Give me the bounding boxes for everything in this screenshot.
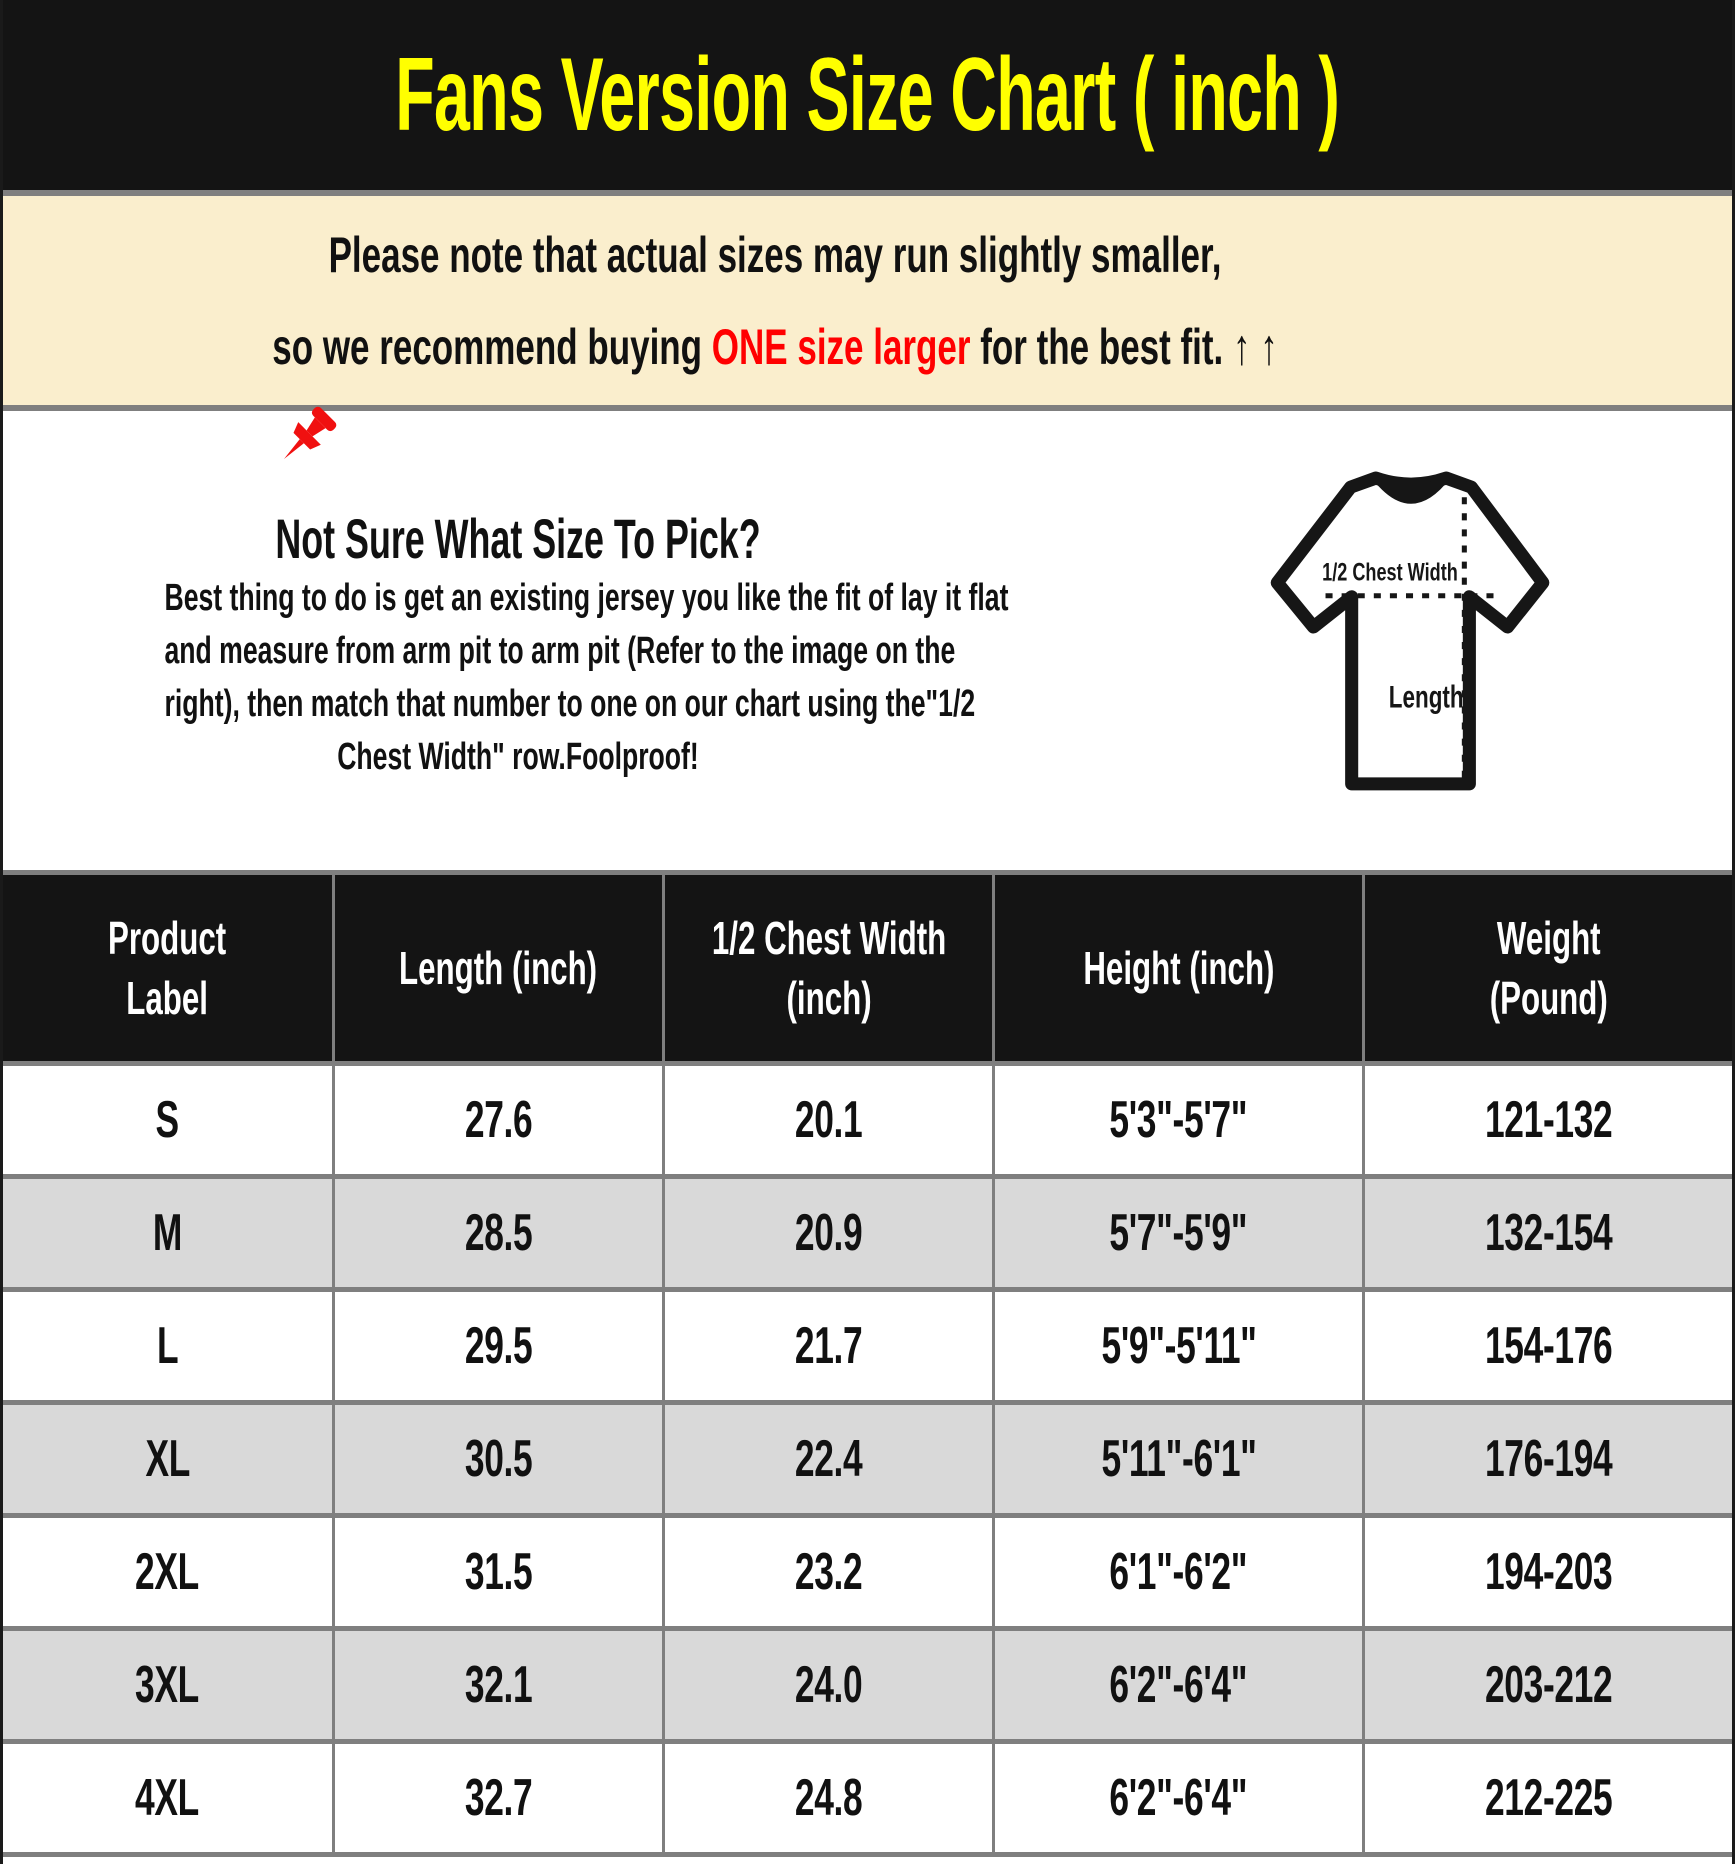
table-row: 2XL 31.5 23.2 6'1"-6'2" 194-203 — [3, 1515, 1732, 1629]
col-header-product-label: Product Label — [3, 872, 334, 1064]
table-cell: 30.5 — [331, 1402, 664, 1516]
table-cell: 2XL — [3, 1515, 334, 1629]
table-cell: 23.2 — [661, 1515, 994, 1629]
table-cell: 22.4 — [661, 1402, 994, 1516]
table-cell: 212-225 — [1362, 1741, 1732, 1855]
size-table-body: S 27.6 20.1 5'3"-5'7" 121-132 M 28.5 20.9 5'7"-5… — [3, 1063, 1732, 1855]
col-header-length: Length (inch) — [331, 872, 664, 1064]
title-bar: Fans Version Size Chart ( inch ) — [3, 0, 1732, 190]
up-arrows-icon: ↑ ↑ — [1233, 318, 1278, 375]
table-cell: S — [3, 1063, 334, 1177]
table-cell: 6'2"-6'4" — [992, 1741, 1364, 1855]
divider — [3, 405, 1732, 411]
table-row: S 27.6 20.1 5'3"-5'7" 121-132 — [3, 1063, 1732, 1177]
length-label: Length — [1389, 679, 1464, 715]
col-header-chest-width: 1/2 Chest Width (inch) — [661, 872, 994, 1064]
sizing-guide-heading: Not Sure What Size To Pick? — [275, 507, 761, 570]
page-title: Fans Version Size Chart ( inch ) — [395, 36, 1340, 153]
table-cell: 203-212 — [1362, 1628, 1732, 1742]
table-cell: 194-203 — [1362, 1515, 1732, 1629]
pushpin-icon — [283, 406, 337, 460]
table-cell: 132-154 — [1362, 1176, 1732, 1290]
table-cell: 6'1"-6'2" — [992, 1515, 1364, 1629]
table-cell: 31.5 — [331, 1515, 664, 1629]
table-cell: 3XL — [3, 1628, 334, 1742]
divider — [3, 190, 1732, 196]
table-cell: 28.5 — [331, 1176, 664, 1290]
table-cell: 5'3"-5'7" — [992, 1063, 1364, 1177]
note-highlight: ONE size larger — [711, 318, 971, 375]
tshirt-diagram-icon: 1/2 Chest Width Length — [1270, 471, 1550, 791]
table-cell: 27.6 — [331, 1063, 664, 1177]
sizing-guide-body: Best thing to do is get an existing jers… — [164, 577, 1009, 778]
table-row: XL 30.5 22.4 5'11"-6'1" 176-194 — [3, 1402, 1732, 1516]
note-text-1: Please note that actual sizes may run sl… — [328, 226, 1222, 283]
table-cell: 32.1 — [331, 1628, 664, 1742]
table-cell: 121-132 — [1362, 1063, 1732, 1177]
sizing-guide-section: Not Sure What Size To Pick? Best thing t… — [3, 411, 1732, 870]
table-cell: 5'11"-6'1" — [992, 1402, 1364, 1516]
header-row: Product Label Length (inch) 1/2 Chest Wid… — [3, 872, 1732, 1064]
table-cell: 29.5 — [331, 1289, 664, 1403]
col-header-height: Height (inch) — [992, 872, 1364, 1064]
table-cell: L — [3, 1289, 334, 1403]
table-cell: 32.7 — [331, 1741, 664, 1855]
table-cell: 24.0 — [661, 1628, 994, 1742]
table-cell: 21.7 — [661, 1289, 994, 1403]
size-table-header: Product Label Length (inch) 1/2 Chest Wid… — [3, 872, 1732, 1064]
note-section: Please note that actual sizes may run sl… — [3, 196, 1732, 460]
table-row: 3XL 32.1 24.0 6'2"-6'4" 203-212 — [3, 1628, 1732, 1742]
sizing-guide-text: Not Sure What Size To Pick? Best thing t… — [13, 507, 1023, 784]
table-cell: 20.1 — [661, 1063, 994, 1177]
chest-width-label: 1/2 Chest Width — [1322, 558, 1458, 587]
table-cell: 5'9"-5'11" — [992, 1289, 1364, 1403]
size-table: Product Label Length (inch) 1/2 Chest Wid… — [3, 870, 1732, 1857]
table-cell: 176-194 — [1362, 1402, 1732, 1516]
col-header-weight: Weight (Pound) — [1362, 872, 1732, 1064]
table-cell: XL — [3, 1402, 334, 1516]
note-text-2-suffix: for the best fit. — [970, 318, 1234, 375]
table-cell: 5'7"-5'9" — [992, 1176, 1364, 1290]
note-text-2-prefix: so we recommend buying — [272, 318, 712, 375]
table-row: M 28.5 20.9 5'7"-5'9" 132-154 — [3, 1176, 1732, 1290]
table-cell: 24.8 — [661, 1741, 994, 1855]
table-cell: 6'2"-6'4" — [992, 1628, 1364, 1742]
table-row: 4XL 32.7 24.8 6'2"-6'4" 212-225 — [3, 1741, 1732, 1855]
note-line-2: so we recommend buying ONE size larger f… — [235, 301, 1316, 393]
table-cell: 4XL — [3, 1741, 334, 1855]
table-row: L 29.5 21.7 5'9"-5'11" 154-176 — [3, 1289, 1732, 1403]
table-cell: 154-176 — [1362, 1289, 1732, 1403]
table-cell: 20.9 — [661, 1176, 994, 1290]
note-line-1: Please note that actual sizes may run sl… — [235, 209, 1316, 301]
table-cell: M — [3, 1176, 334, 1290]
